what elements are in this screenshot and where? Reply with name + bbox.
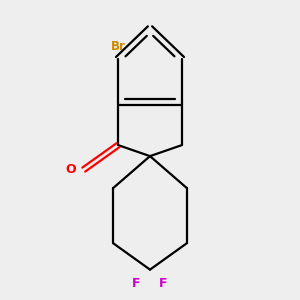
- Text: F: F: [132, 277, 141, 290]
- Text: O: O: [66, 163, 76, 176]
- Text: Br: Br: [111, 40, 125, 53]
- Text: F: F: [159, 277, 168, 290]
